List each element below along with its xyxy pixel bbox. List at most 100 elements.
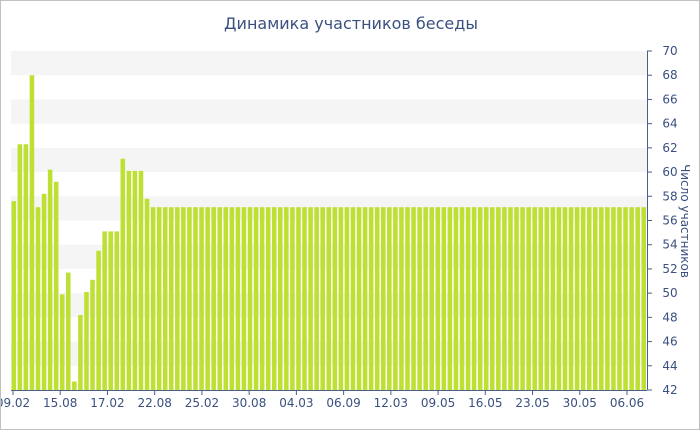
x-tick-label: 30.05 <box>563 396 597 410</box>
bar <box>168 207 174 390</box>
y-axis-label: Число участников <box>678 164 692 278</box>
x-tick-label: 22.08 <box>138 396 172 410</box>
x-axis: 09.02 15.08 17.02 22.08 25.02 30.08 04.03 06.09… <box>1 390 647 410</box>
bar <box>211 207 216 390</box>
bar <box>144 198 150 390</box>
bar <box>302 207 307 390</box>
bar <box>568 207 574 390</box>
y-tick-label: 42 <box>662 383 677 397</box>
bar <box>265 207 271 390</box>
y-tick-label: 52 <box>662 262 677 276</box>
bar <box>162 207 168 390</box>
bar <box>562 207 568 390</box>
bar <box>380 207 386 390</box>
bar <box>423 207 428 390</box>
bar <box>175 207 180 390</box>
bar <box>544 207 550 390</box>
bar <box>138 170 144 390</box>
bar <box>599 207 604 390</box>
bar <box>556 207 562 390</box>
y-tick-label: 54 <box>662 238 677 252</box>
bar <box>502 207 507 390</box>
bar <box>41 193 47 390</box>
bar <box>441 207 447 390</box>
bar <box>550 207 556 390</box>
bar <box>253 207 259 390</box>
bar-series <box>11 75 646 391</box>
bar <box>259 207 265 390</box>
bar <box>284 207 289 390</box>
bar <box>617 207 622 390</box>
bar <box>126 170 132 390</box>
bar <box>514 207 519 390</box>
x-tick-label: 23.05 <box>515 396 549 410</box>
x-tick-label: 06.06 <box>610 396 644 410</box>
x-tick-label: 15.08 <box>43 396 77 410</box>
bar <box>623 207 628 390</box>
bar <box>59 294 65 390</box>
bar <box>308 207 313 390</box>
y-tick-label: 62 <box>662 141 677 155</box>
bar <box>78 314 83 390</box>
bar <box>417 207 422 390</box>
bar <box>611 207 616 390</box>
grid-band <box>11 99 647 124</box>
bar <box>453 207 459 390</box>
bar <box>66 272 71 390</box>
bar <box>205 207 210 390</box>
bar <box>574 207 580 390</box>
bar <box>181 207 186 390</box>
bar <box>187 207 192 390</box>
bar <box>592 207 598 390</box>
bar <box>29 75 35 391</box>
bar <box>217 207 222 390</box>
bar <box>508 207 513 390</box>
x-tick-label: 12.03 <box>374 396 408 410</box>
bar <box>477 207 483 390</box>
y-tick-label: 48 <box>662 310 677 324</box>
bar <box>350 207 356 390</box>
bar <box>629 207 634 390</box>
bar <box>102 231 107 390</box>
bar <box>635 207 640 390</box>
bar <box>538 207 544 390</box>
bar <box>72 381 77 390</box>
bar <box>314 207 319 390</box>
bar <box>605 207 610 390</box>
bar <box>520 207 525 390</box>
bar <box>96 250 101 390</box>
bar <box>326 207 332 390</box>
bar <box>490 207 495 390</box>
bar <box>483 207 489 390</box>
y-tick-label: 46 <box>662 335 677 349</box>
bar <box>271 207 277 390</box>
bar <box>241 207 247 390</box>
bar <box>235 207 241 390</box>
bar <box>447 207 453 390</box>
y-tick-label: 56 <box>662 214 677 228</box>
bar <box>23 144 29 390</box>
bar <box>193 207 198 390</box>
bar <box>290 207 295 390</box>
bar <box>35 207 41 390</box>
bar <box>465 207 471 390</box>
bar <box>532 207 537 390</box>
bar <box>405 207 410 390</box>
bar <box>411 207 416 390</box>
bar <box>84 291 89 390</box>
y-tick-label: 60 <box>662 165 677 179</box>
bar <box>223 207 229 390</box>
chart-title: Динамика участников беседы <box>224 14 478 33</box>
bar <box>393 207 398 390</box>
y-axis: 42 44 46 48 50 52 54 56 58 60 62 64 66 68 70 <box>647 44 678 397</box>
bar <box>132 170 138 390</box>
bar <box>344 207 350 390</box>
x-tick-label: 25.02 <box>185 396 219 410</box>
bar <box>580 207 586 390</box>
x-tick-label: 30.08 <box>232 396 266 410</box>
y-tick-label: 44 <box>662 359 677 373</box>
y-tick-label: 68 <box>662 68 677 82</box>
x-tick-label: 09.02 <box>1 396 30 410</box>
bar <box>90 279 95 390</box>
